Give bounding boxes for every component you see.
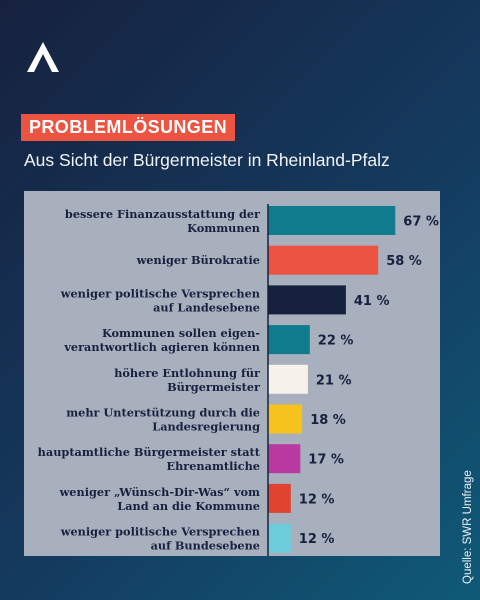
brand-logo-icon bbox=[27, 42, 59, 72]
bar bbox=[268, 404, 303, 434]
category-label: weniger politische Versprechen auf Bundes… bbox=[60, 525, 260, 553]
source-note: Quelle: SWR Umfrage bbox=[462, 470, 474, 584]
bar bbox=[268, 444, 301, 474]
category-label: bessere Finanzausstattung der Kommunen bbox=[65, 207, 261, 235]
bar bbox=[268, 483, 291, 513]
bar bbox=[268, 206, 396, 235]
bar bbox=[268, 285, 346, 315]
category-label: Kommunen sollen eigen-verantwortlich agi… bbox=[63, 326, 260, 354]
bar bbox=[268, 364, 308, 394]
value-label: 12 % bbox=[299, 532, 335, 547]
value-label: 58 % bbox=[386, 254, 422, 269]
category-label: mehr Unterstützung durch die Landesregier… bbox=[66, 406, 260, 434]
chart-subtitle: Aus Sicht der Bürgermeister in Rheinland… bbox=[24, 150, 390, 170]
category-label: weniger Bürokratie bbox=[136, 253, 260, 267]
value-label: 41 % bbox=[354, 294, 390, 309]
bar bbox=[268, 245, 379, 275]
bar-chart: bessere Finanzausstattung der Kommunen 67 … bbox=[38, 204, 439, 556]
value-label: 22 % bbox=[318, 334, 354, 349]
category-label: weniger politische Versprechen auf Landes… bbox=[60, 286, 260, 314]
value-label: 17 % bbox=[308, 453, 344, 468]
value-label: 18 % bbox=[310, 413, 346, 428]
category-label: hauptamtliche Bürgermeister statt Ehrenam… bbox=[38, 445, 261, 473]
bar bbox=[268, 523, 291, 553]
value-label: 12 % bbox=[299, 492, 335, 507]
bar bbox=[268, 325, 310, 355]
category-label: weniger „Wünsch-Dir-Was“ vom Land an die … bbox=[59, 485, 260, 513]
category-label: höhere Entlohnung für Bürgermeister bbox=[114, 366, 261, 394]
value-label: 67 % bbox=[403, 215, 439, 230]
chart-panel: bessere Finanzausstattung der Kommunen 67 … bbox=[24, 191, 440, 556]
value-label: 21 % bbox=[316, 373, 352, 388]
headline-badge: PROBLEMLÖSUNGEN bbox=[21, 114, 236, 141]
